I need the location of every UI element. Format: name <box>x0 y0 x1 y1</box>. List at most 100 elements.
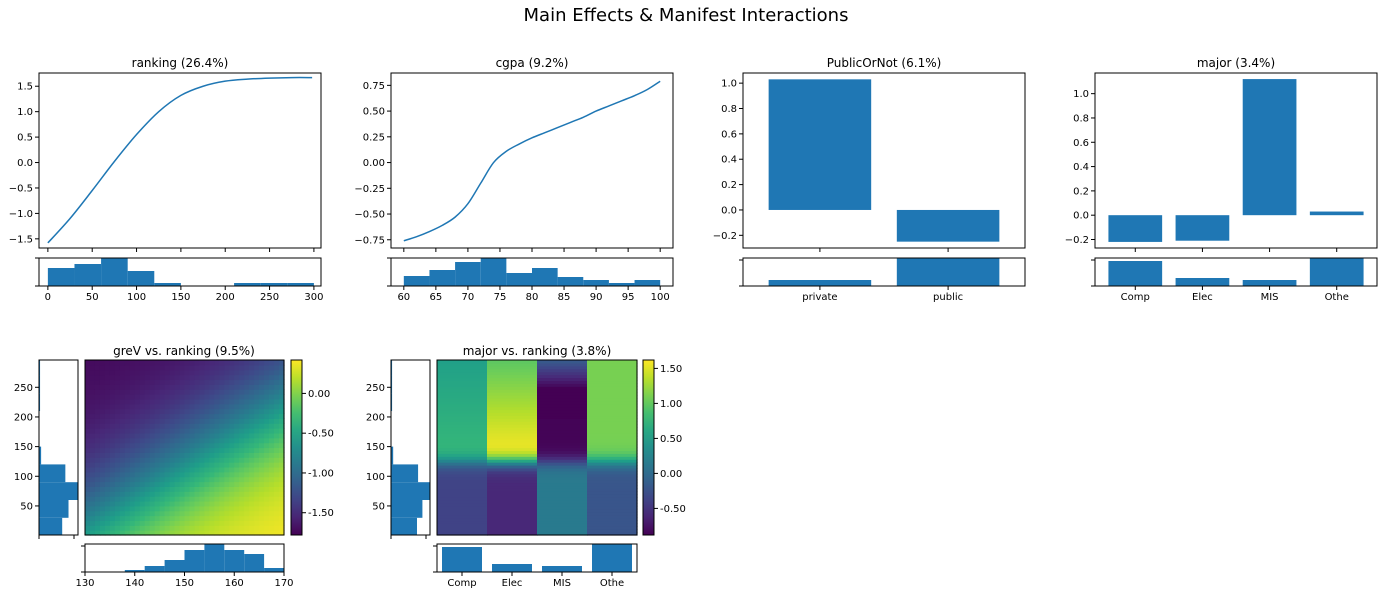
heatmap-cell <box>249 452 255 458</box>
heatmap-cell <box>169 403 176 410</box>
heatmap-cell <box>234 462 240 468</box>
heatmap-cell <box>189 476 196 483</box>
heatmap-cell <box>264 471 270 478</box>
heatmap-cell <box>124 374 131 381</box>
heatmap-cell <box>114 496 121 502</box>
major_ranking-colorbar-tick-label: 0.50 <box>660 434 682 445</box>
heatmap-cell <box>229 466 235 473</box>
heatmap-cell <box>159 466 166 473</box>
heatmap-cell <box>214 398 220 405</box>
heatmap-cell <box>279 369 285 376</box>
heatmap-cell <box>199 442 205 449</box>
heatmap-cell <box>224 505 230 512</box>
heatmap-cell <box>587 476 638 481</box>
heatmap-cell <box>85 515 91 522</box>
heatmap-cell <box>164 428 171 434</box>
heatmap-cell <box>214 408 220 415</box>
heatmap-cell <box>487 453 538 457</box>
heatmap-cell <box>264 418 270 424</box>
heatmap-cell <box>194 379 201 385</box>
heatmap-cell <box>119 452 126 458</box>
heatmap-cell <box>199 418 205 424</box>
greV_ranking-x-hist-bar <box>184 550 205 572</box>
greV_ranking-y-hist-bar <box>39 464 66 483</box>
heatmap-cell <box>129 520 136 526</box>
heatmap-cell <box>437 424 488 428</box>
heatmap-cell <box>169 432 176 439</box>
heatmap-cell <box>129 505 136 512</box>
heatmap-cell <box>264 413 270 419</box>
heatmap-cell <box>587 368 638 373</box>
heatmap-cell <box>89 408 96 415</box>
major-y-tick-label: 0.0 <box>1073 211 1089 222</box>
heatmap-cell <box>149 491 156 497</box>
heatmap-cell <box>587 473 638 478</box>
heatmap-cell <box>154 384 161 390</box>
heatmap-cell <box>129 374 136 381</box>
heatmap-cell <box>144 418 151 424</box>
heatmap-cell <box>164 413 171 419</box>
heatmap-cell <box>259 510 265 517</box>
heatmap-cell <box>204 398 210 405</box>
heatmap-cell <box>214 500 220 507</box>
heatmap-cell <box>219 486 225 492</box>
heatmap-cell <box>487 520 538 524</box>
heatmap-cell <box>239 520 245 526</box>
heatmap-cell <box>259 530 265 536</box>
heatmap-cell <box>124 360 131 366</box>
heatmap-cell <box>244 374 250 381</box>
heatmap-cell <box>209 530 215 536</box>
major_ranking-y-hist-bar <box>391 500 423 518</box>
heatmap-cell <box>219 457 225 463</box>
heatmap-cell <box>104 457 111 463</box>
heatmap-cell <box>114 462 121 468</box>
heatmap-cell <box>437 467 488 472</box>
heatmap-cell <box>139 442 146 449</box>
heatmap-cell <box>229 369 235 376</box>
heatmap-cell <box>144 408 151 415</box>
heatmap-cell <box>587 459 638 463</box>
heatmap-cell <box>124 394 131 400</box>
heatmap-cell <box>244 394 250 400</box>
heatmap-cell <box>279 515 285 522</box>
heatmap-cell <box>487 485 538 489</box>
heatmap-cell <box>124 505 131 512</box>
heatmap-cell <box>194 496 201 502</box>
heatmap-cell <box>189 394 196 400</box>
heatmap-cell <box>537 441 588 446</box>
greV_ranking-x-hist-bar <box>244 554 265 572</box>
heatmap-cell <box>144 481 151 487</box>
heatmap-cell <box>154 423 161 429</box>
heatmap-cell <box>129 437 136 444</box>
heatmap-cell <box>189 432 196 439</box>
heatmap-cell <box>224 515 230 522</box>
heatmap-cell <box>254 510 260 517</box>
heatmap-cell <box>249 408 255 415</box>
heatmap-cell <box>144 423 151 429</box>
heatmap-cell <box>259 403 265 410</box>
heatmap-cell <box>139 408 146 415</box>
heatmap-cell <box>134 505 141 512</box>
major-hist-frame <box>1094 257 1378 287</box>
heatmap-cell <box>437 392 488 396</box>
heatmap-cell <box>114 481 121 487</box>
heatmap-cell <box>124 369 131 376</box>
heatmap-cell <box>164 515 171 522</box>
heatmap-cell <box>234 520 240 526</box>
heatmap-cell <box>244 462 250 468</box>
heatmap-cell <box>89 369 96 376</box>
heatmap-cell <box>279 413 285 419</box>
heatmap-cell <box>269 476 275 483</box>
heatmap-cell <box>437 494 488 498</box>
heatmap-cell <box>234 360 240 366</box>
heatmap-cell <box>259 496 265 502</box>
heatmap-cell <box>244 481 250 487</box>
heatmap-cell <box>159 384 166 390</box>
heatmap-cell <box>204 408 210 415</box>
heatmap-cell <box>259 452 265 458</box>
heatmap-cell <box>274 520 280 526</box>
heatmap-cell <box>274 496 280 502</box>
heatmap-cell <box>234 432 240 439</box>
heatmap-cell <box>89 505 96 512</box>
heatmap-cell <box>124 398 131 405</box>
